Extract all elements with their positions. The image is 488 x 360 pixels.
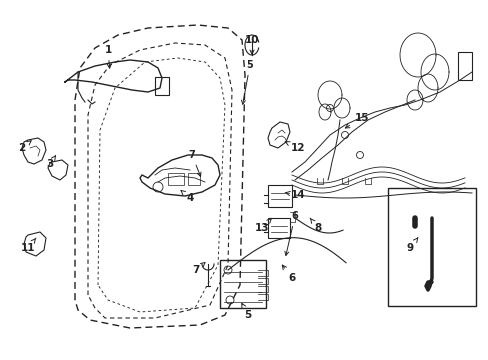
Text: 6: 6 <box>282 265 295 283</box>
Text: 7: 7 <box>192 262 204 275</box>
Text: 2: 2 <box>0 359 1 360</box>
Text: 3: 3 <box>46 156 55 169</box>
Text: 13: 13 <box>0 359 1 360</box>
Text: 9: 9 <box>0 359 1 360</box>
Text: 8: 8 <box>0 359 1 360</box>
Text: 1: 1 <box>0 359 1 360</box>
Text: 5: 5 <box>241 60 253 104</box>
Text: 14: 14 <box>0 359 1 360</box>
Text: 14: 14 <box>285 190 305 200</box>
Text: 9: 9 <box>406 238 417 253</box>
Circle shape <box>326 104 333 112</box>
Text: 2: 2 <box>19 141 31 153</box>
Circle shape <box>341 131 348 139</box>
Text: 6: 6 <box>285 211 298 256</box>
Text: 15: 15 <box>345 113 368 128</box>
FancyBboxPatch shape <box>387 188 475 306</box>
Text: 10: 10 <box>244 35 259 54</box>
Text: 4: 4 <box>0 359 1 360</box>
Text: 15: 15 <box>0 359 1 360</box>
Text: 11: 11 <box>0 359 1 360</box>
Text: 10: 10 <box>0 359 1 360</box>
Circle shape <box>356 152 363 158</box>
Text: 5: 5 <box>242 303 251 320</box>
Text: 12: 12 <box>0 359 1 360</box>
Text: 7: 7 <box>188 150 201 176</box>
Text: 1: 1 <box>104 45 111 68</box>
Text: 8: 8 <box>309 218 321 233</box>
Text: 11: 11 <box>20 238 36 253</box>
Text: 13: 13 <box>254 218 271 233</box>
Text: 12: 12 <box>285 141 305 153</box>
Text: 4: 4 <box>181 190 193 203</box>
Text: 3: 3 <box>0 359 1 360</box>
